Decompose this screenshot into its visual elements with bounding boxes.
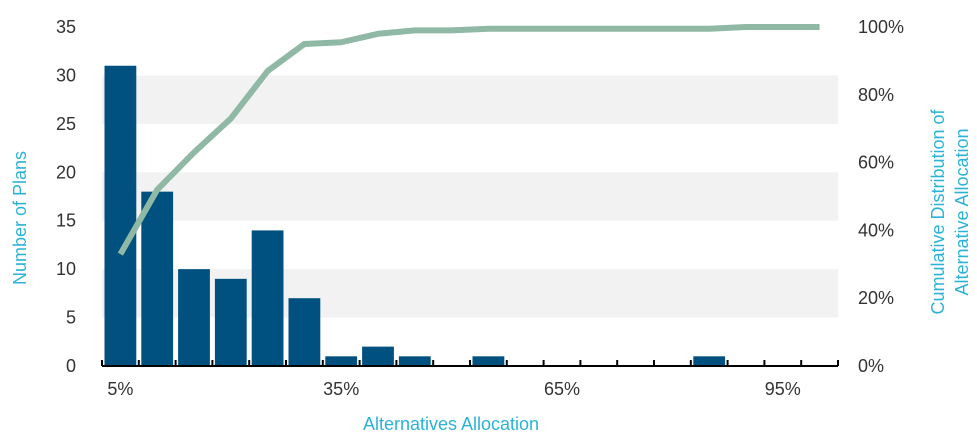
right-axis-tick-label: 40% xyxy=(858,220,894,240)
cumulative-line xyxy=(117,24,820,256)
right-axis-tick-label: 60% xyxy=(858,153,894,173)
bar xyxy=(214,278,247,366)
left-axis-ticks: 0 5 10 15 20 25 30 35 xyxy=(56,17,76,376)
plot-band xyxy=(102,75,838,124)
right-axis-tick-label: 100% xyxy=(858,17,904,37)
x-axis-line xyxy=(101,360,839,367)
y2-axis-title-line-2: Alternative Allocation xyxy=(952,128,972,295)
x-axis-ticks: 5% 35% 65% 95% xyxy=(107,379,800,399)
x-axis-tick-label: 35% xyxy=(323,379,359,399)
x-axis-tick-label: 5% xyxy=(107,379,133,399)
plot-bands xyxy=(102,75,838,318)
bar xyxy=(178,269,210,366)
cumulative-line-series xyxy=(117,24,820,256)
bar xyxy=(141,191,174,366)
left-axis-tick-label: 30 xyxy=(56,65,76,85)
bar xyxy=(325,356,358,366)
right-axis-tick-label: 20% xyxy=(858,288,894,308)
left-axis-tick-label: 35 xyxy=(56,17,76,37)
x-axis-tick-label: 95% xyxy=(765,379,801,399)
right-axis-ticks: 0% 20% 40% 60% 80% 100% xyxy=(858,17,904,376)
right-axis-tick-label: 0% xyxy=(858,356,884,376)
y-axis-title: Number of Plans xyxy=(10,151,30,285)
x-axis-tick-label: 65% xyxy=(544,379,580,399)
bar xyxy=(398,356,431,366)
left-axis-tick-label: 10 xyxy=(56,259,76,279)
right-axis-tick-label: 80% xyxy=(858,85,894,105)
plot-band xyxy=(102,172,838,221)
bar xyxy=(472,356,505,366)
x-axis-title: Alternatives Allocation xyxy=(363,414,539,434)
left-axis-tick-label: 5 xyxy=(66,308,76,328)
plot-band xyxy=(102,269,838,318)
bar xyxy=(104,65,137,366)
bar xyxy=(251,230,284,366)
left-axis-tick-label: 25 xyxy=(56,114,76,134)
bar-series xyxy=(104,65,726,366)
y2-axis-title-line-1: Cumulative Distribution of xyxy=(928,108,948,314)
bar xyxy=(362,346,394,366)
left-axis-tick-label: 20 xyxy=(56,162,76,182)
bar xyxy=(288,298,321,366)
bar xyxy=(693,356,726,366)
left-axis-tick-label: 15 xyxy=(56,211,76,231)
left-axis-tick-label: 0 xyxy=(66,356,76,376)
